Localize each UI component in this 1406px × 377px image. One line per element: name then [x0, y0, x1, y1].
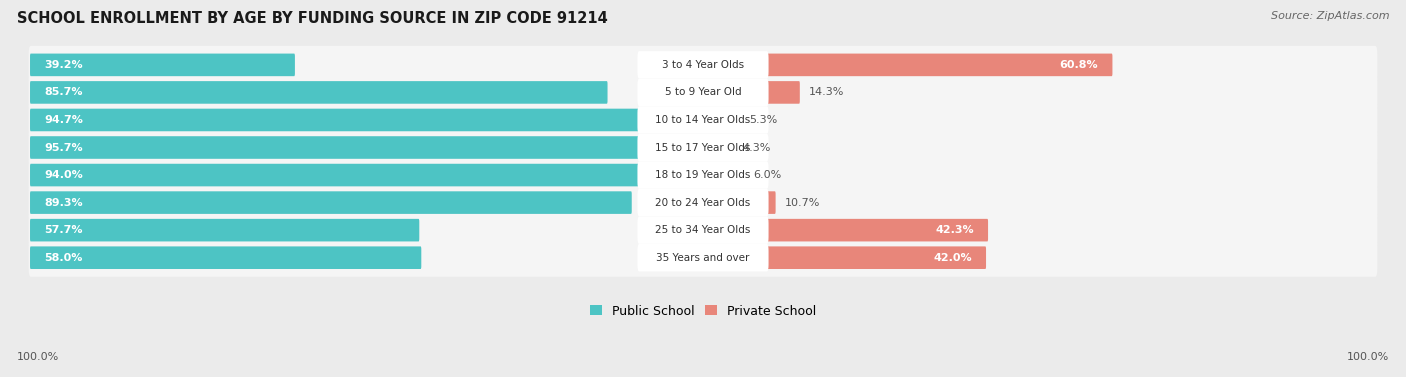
Text: 4.3%: 4.3%: [742, 143, 770, 153]
FancyBboxPatch shape: [703, 136, 733, 159]
Text: 15 to 17 Year Olds: 15 to 17 Year Olds: [655, 143, 751, 153]
FancyBboxPatch shape: [28, 184, 1378, 222]
Text: 14.3%: 14.3%: [810, 87, 845, 97]
Text: 42.3%: 42.3%: [935, 225, 974, 235]
FancyBboxPatch shape: [30, 191, 631, 214]
FancyBboxPatch shape: [30, 164, 664, 186]
Text: 60.8%: 60.8%: [1060, 60, 1098, 70]
FancyBboxPatch shape: [703, 54, 1112, 76]
Text: 100.0%: 100.0%: [1347, 352, 1389, 362]
FancyBboxPatch shape: [637, 79, 769, 106]
Text: SCHOOL ENROLLMENT BY AGE BY FUNDING SOURCE IN ZIP CODE 91214: SCHOOL ENROLLMENT BY AGE BY FUNDING SOUR…: [17, 11, 607, 26]
FancyBboxPatch shape: [637, 216, 769, 244]
FancyBboxPatch shape: [28, 101, 1378, 139]
FancyBboxPatch shape: [637, 189, 769, 216]
Text: 39.2%: 39.2%: [44, 60, 83, 70]
FancyBboxPatch shape: [30, 247, 422, 269]
FancyBboxPatch shape: [30, 219, 419, 241]
FancyBboxPatch shape: [28, 211, 1378, 249]
Text: 10 to 14 Year Olds: 10 to 14 Year Olds: [655, 115, 751, 125]
Text: 57.7%: 57.7%: [44, 225, 83, 235]
Text: 95.7%: 95.7%: [44, 143, 83, 153]
Text: 5.3%: 5.3%: [749, 115, 778, 125]
Text: 35 Years and over: 35 Years and over: [657, 253, 749, 263]
Text: 6.0%: 6.0%: [754, 170, 782, 180]
FancyBboxPatch shape: [637, 106, 769, 134]
FancyBboxPatch shape: [703, 81, 800, 104]
Text: 20 to 24 Year Olds: 20 to 24 Year Olds: [655, 198, 751, 208]
FancyBboxPatch shape: [28, 239, 1378, 277]
FancyBboxPatch shape: [28, 46, 1378, 84]
FancyBboxPatch shape: [637, 134, 769, 161]
FancyBboxPatch shape: [703, 247, 986, 269]
Text: 94.7%: 94.7%: [44, 115, 83, 125]
Text: Source: ZipAtlas.com: Source: ZipAtlas.com: [1271, 11, 1389, 21]
Legend: Public School, Private School: Public School, Private School: [589, 305, 817, 318]
FancyBboxPatch shape: [30, 54, 295, 76]
Text: 42.0%: 42.0%: [934, 253, 972, 263]
Text: 94.0%: 94.0%: [44, 170, 83, 180]
FancyBboxPatch shape: [30, 109, 668, 131]
FancyBboxPatch shape: [28, 74, 1378, 112]
Text: 58.0%: 58.0%: [44, 253, 83, 263]
FancyBboxPatch shape: [28, 156, 1378, 194]
FancyBboxPatch shape: [30, 81, 607, 104]
FancyBboxPatch shape: [703, 191, 776, 214]
FancyBboxPatch shape: [30, 136, 675, 159]
FancyBboxPatch shape: [28, 129, 1378, 167]
FancyBboxPatch shape: [703, 164, 744, 186]
Text: 100.0%: 100.0%: [17, 352, 59, 362]
FancyBboxPatch shape: [703, 109, 740, 131]
FancyBboxPatch shape: [637, 244, 769, 271]
Text: 18 to 19 Year Olds: 18 to 19 Year Olds: [655, 170, 751, 180]
Text: 5 to 9 Year Old: 5 to 9 Year Old: [665, 87, 741, 97]
FancyBboxPatch shape: [637, 51, 769, 78]
FancyBboxPatch shape: [703, 219, 988, 241]
Text: 85.7%: 85.7%: [44, 87, 83, 97]
Text: 3 to 4 Year Olds: 3 to 4 Year Olds: [662, 60, 744, 70]
Text: 89.3%: 89.3%: [44, 198, 83, 208]
Text: 25 to 34 Year Olds: 25 to 34 Year Olds: [655, 225, 751, 235]
Text: 10.7%: 10.7%: [785, 198, 820, 208]
FancyBboxPatch shape: [637, 161, 769, 189]
